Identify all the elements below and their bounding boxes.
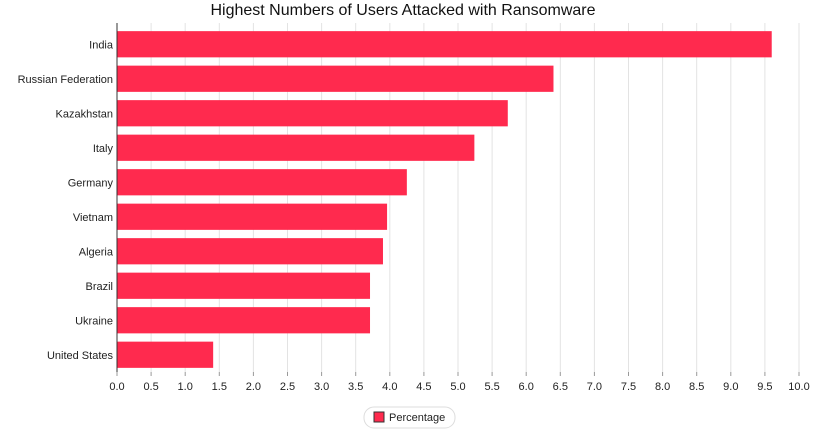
bar[interactable] <box>117 31 772 58</box>
category-label: Russian Federation <box>18 74 113 86</box>
x-tick-label: 5.5 <box>484 381 499 393</box>
legend-label: Percentage <box>389 412 445 424</box>
category-label: Ukraine <box>75 315 113 327</box>
x-tick-label: 0.5 <box>143 381 158 393</box>
x-tick-label: 7.5 <box>621 381 636 393</box>
x-tick-label: 7.0 <box>587 381 602 393</box>
x-tick-label: 4.5 <box>416 381 431 393</box>
x-tick-label: 3.5 <box>348 381 363 393</box>
x-tick-label: 9.0 <box>723 381 738 393</box>
x-tick-label: 6.5 <box>553 381 568 393</box>
bar[interactable] <box>117 169 407 196</box>
category-label: Italy <box>93 143 114 155</box>
category-label: United States <box>47 350 114 362</box>
x-tick-label: 9.5 <box>757 381 772 393</box>
bar[interactable] <box>117 203 388 230</box>
chart-title: Highest Numbers of Users Attacked with R… <box>210 2 595 19</box>
x-tick-label: 8.0 <box>655 381 670 393</box>
x-tick-label: 4.0 <box>382 381 397 393</box>
x-tick-label: 3.0 <box>314 381 329 393</box>
legend[interactable]: Percentage <box>363 406 456 429</box>
legend-box[interactable] <box>363 406 456 429</box>
x-axis-ticks: 0.0 0.5 1.0 1.5 2.0 2.5 3.0 3.5 4.0 4.5 5.0 5.5 6.0 6… <box>109 372 810 393</box>
category-label: Kazakhstan <box>56 108 113 120</box>
category-label: Germany <box>68 177 114 189</box>
x-tick-label: 8.5 <box>689 381 704 393</box>
category-label: Vietnam <box>73 212 113 224</box>
x-tick-label: 1.5 <box>212 381 227 393</box>
x-tick-label: 2.5 <box>280 381 295 393</box>
x-tick-label: 10.0 <box>788 381 809 393</box>
x-tick-label: 1.0 <box>178 381 193 393</box>
x-tick-label: 5.0 <box>450 381 465 393</box>
category-labels: India Russian Federation Kazakhstan Italy Ge… <box>18 39 114 362</box>
legend-swatch <box>373 411 385 423</box>
bar[interactable] <box>117 272 371 299</box>
bar[interactable] <box>117 341 214 368</box>
x-tick-label: 6.0 <box>519 381 534 393</box>
x-tick-label: 2.0 <box>246 381 261 393</box>
category-label: Algeria <box>79 246 114 258</box>
bar[interactable] <box>117 65 554 92</box>
bar[interactable] <box>117 307 371 334</box>
category-label: India <box>89 39 114 51</box>
bar[interactable] <box>117 238 383 265</box>
category-label: Brazil <box>85 281 113 293</box>
bar[interactable] <box>117 100 508 127</box>
bar[interactable] <box>117 134 475 161</box>
x-tick-label: 0.0 <box>109 381 124 393</box>
bars <box>117 31 772 368</box>
